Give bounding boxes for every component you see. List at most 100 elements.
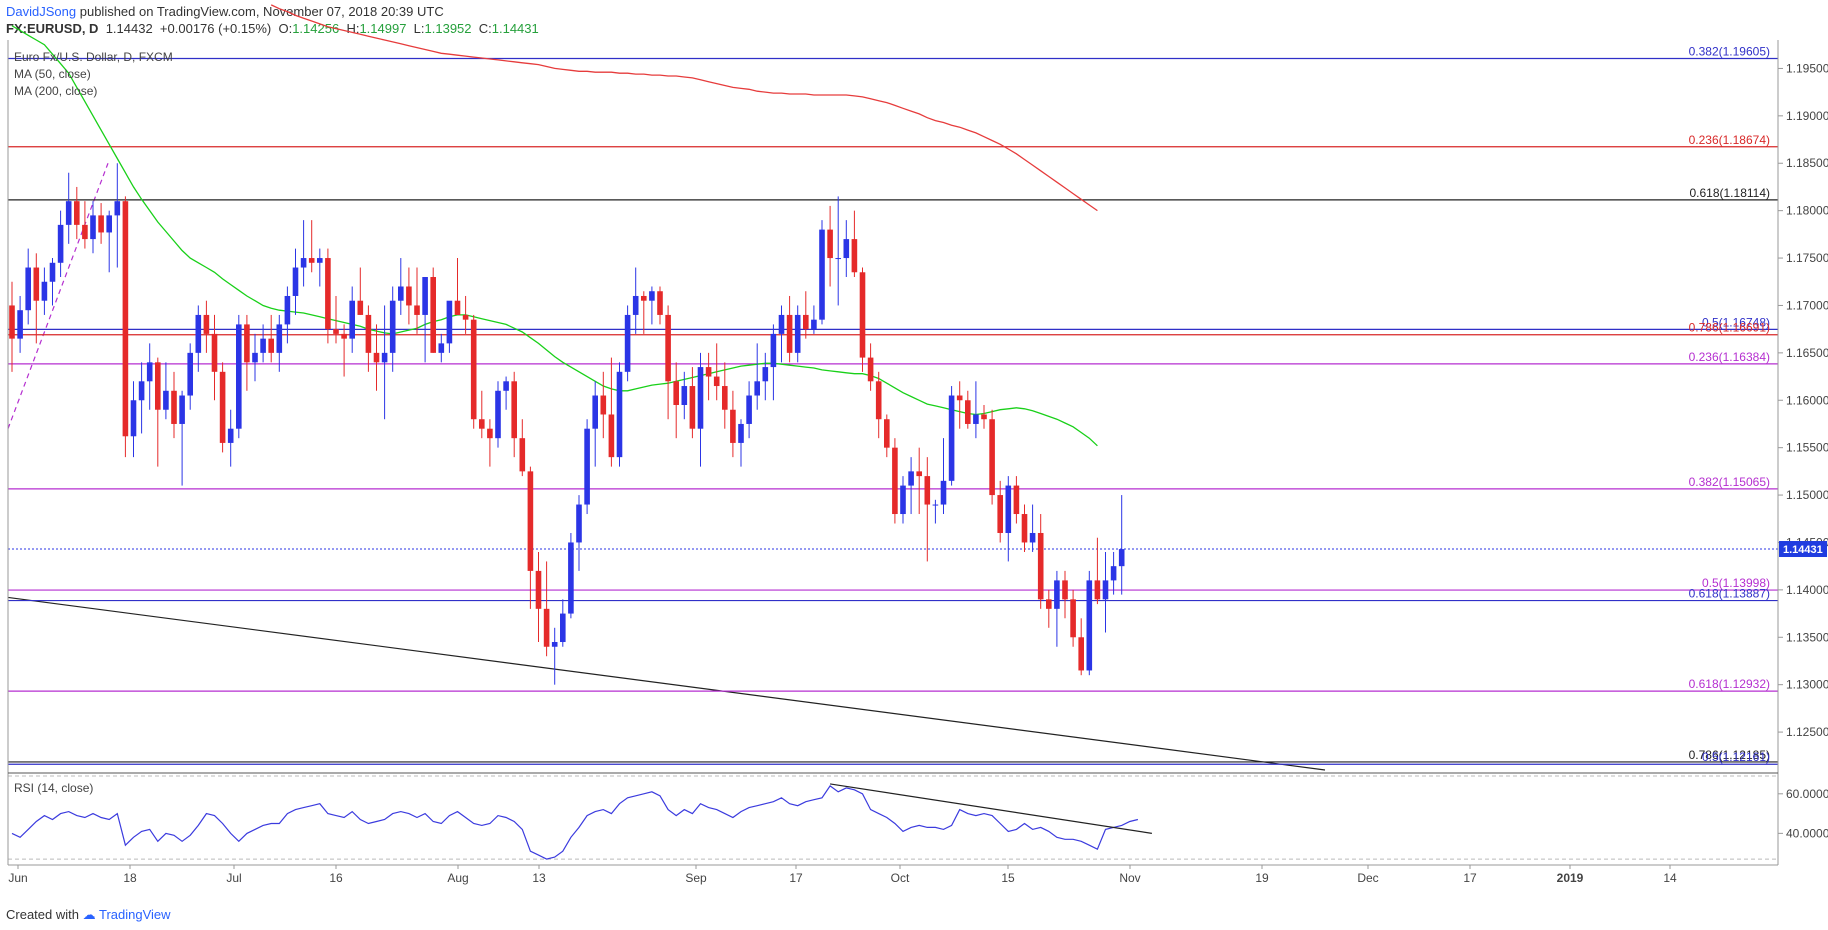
candle-body — [892, 447, 898, 515]
fib-label-9: 0.618(1.12932) — [1689, 677, 1770, 691]
candle-body — [811, 319, 817, 330]
legend-ma50: MA (50, close) — [14, 67, 91, 81]
candle-body — [114, 201, 121, 216]
candle-body — [236, 324, 242, 429]
price-tick-label: 1.19000 — [1786, 109, 1828, 123]
candle-body — [965, 400, 971, 424]
candle-body — [681, 386, 688, 405]
price-chart[interactable]: 0.236(1.18674) 0.382(1.19605) 0.618(1.1811… — [0, 0, 1828, 905]
fib-label-2: 0.618(1.18114) — [1689, 186, 1770, 200]
last-price-badge — [1779, 541, 1827, 558]
candle-body — [57, 224, 64, 263]
time-tick-label: 2019 — [1557, 871, 1584, 885]
candle-body — [778, 314, 785, 334]
candle-body — [1005, 485, 1012, 533]
candle-body — [705, 367, 712, 377]
legend-ma200: MA (200, close) — [14, 84, 97, 98]
candle-body — [1094, 580, 1101, 600]
candle-body — [227, 428, 234, 443]
candle-body — [74, 201, 80, 225]
rsi-pane[interactable] — [8, 775, 1778, 865]
candle-body — [1046, 599, 1052, 609]
created-with-text: Created with — [6, 907, 79, 922]
time-tick-label: Oct — [891, 871, 910, 885]
candle-body — [722, 386, 728, 410]
candle-body — [292, 267, 299, 296]
fib-label-10: 0.786(1.12185) — [1689, 748, 1770, 762]
candle-body — [827, 229, 833, 259]
trendline-support — [7, 596, 1326, 771]
candle-body — [479, 419, 485, 429]
candle-body — [381, 352, 388, 363]
main-pane[interactable]: 0.236(1.18674) 0.382(1.19605) 0.618(1.1811… — [7, 4, 1778, 771]
price-tick-label: 1.14000 — [1786, 583, 1828, 597]
candle-body — [819, 229, 825, 320]
candle-body — [632, 295, 639, 315]
rsi-tick-label: 60.0000 — [1786, 787, 1828, 801]
candle-body — [195, 314, 202, 353]
candle-body — [130, 400, 137, 437]
time-tick-label: Dec — [1357, 871, 1378, 885]
candle-body — [713, 376, 720, 387]
candle-body — [535, 570, 542, 609]
price-tick-label: 1.13000 — [1786, 678, 1828, 692]
open-label: O: — [278, 21, 293, 36]
candle-body — [398, 286, 404, 301]
candle-body — [981, 414, 987, 420]
candle-body — [551, 642, 558, 647]
candle-body — [317, 258, 323, 263]
time-tick-label: 16 — [329, 871, 343, 885]
candle-body — [568, 542, 574, 614]
candle-body — [203, 314, 210, 334]
candle-body — [859, 272, 866, 358]
price-tick-label: 1.18500 — [1786, 156, 1828, 170]
low-label: L: — [413, 21, 425, 36]
candle-body — [49, 262, 56, 282]
time-tick-label: Nov — [1119, 871, 1140, 885]
candle-body — [948, 395, 955, 481]
candle-body — [430, 277, 436, 353]
candle-body — [616, 371, 623, 458]
symbol-label: FX:EURUSD, D — [6, 21, 99, 36]
legend-rsi: RSI (14, close) — [14, 781, 93, 795]
ma50-line — [11, 25, 1098, 447]
candle-body — [657, 291, 663, 315]
author-link[interactable]: DavidJSong — [6, 4, 77, 19]
fib-label-5: 0.236(1.16384) — [1689, 350, 1770, 364]
chart-header: DavidJSong published on TradingView.com,… — [0, 0, 1828, 40]
candle-body — [794, 314, 801, 353]
trendline-dashed — [7, 163, 109, 429]
candle-body — [884, 419, 890, 448]
price-tick-label: 1.15500 — [1786, 441, 1828, 455]
candle-body — [730, 409, 736, 443]
candle-body — [543, 608, 550, 647]
time-tick-label: Jun — [8, 871, 27, 885]
candle-body — [900, 485, 906, 515]
candle-body — [17, 310, 23, 339]
candle-body — [138, 381, 145, 401]
candle-body — [357, 300, 364, 315]
tradingview-link[interactable]: TradingView — [99, 907, 171, 922]
fib-label-1: 0.382(1.19605) — [1689, 44, 1770, 58]
candle-body — [519, 438, 526, 472]
candle-body — [106, 215, 112, 233]
candle-body — [179, 395, 185, 424]
candle-body — [908, 471, 914, 486]
candle-body — [527, 471, 534, 571]
rsi-line — [11, 785, 1139, 860]
candle-body — [349, 300, 355, 339]
candle-body — [560, 613, 566, 643]
candle-body — [851, 239, 858, 273]
candle-body — [1078, 637, 1084, 671]
candle-body — [219, 371, 226, 443]
candle-body — [503, 381, 509, 391]
time-tick-label: 13 — [532, 871, 546, 885]
candle-body — [33, 267, 40, 301]
candle-body — [697, 367, 704, 429]
fib-label-7: 0.5(1.13998) — [1702, 576, 1770, 590]
candle-body — [446, 300, 453, 344]
time-tick-label: 19 — [1255, 871, 1269, 885]
candle-body — [300, 258, 307, 268]
candle-body — [754, 381, 760, 396]
candle-body — [867, 357, 874, 382]
